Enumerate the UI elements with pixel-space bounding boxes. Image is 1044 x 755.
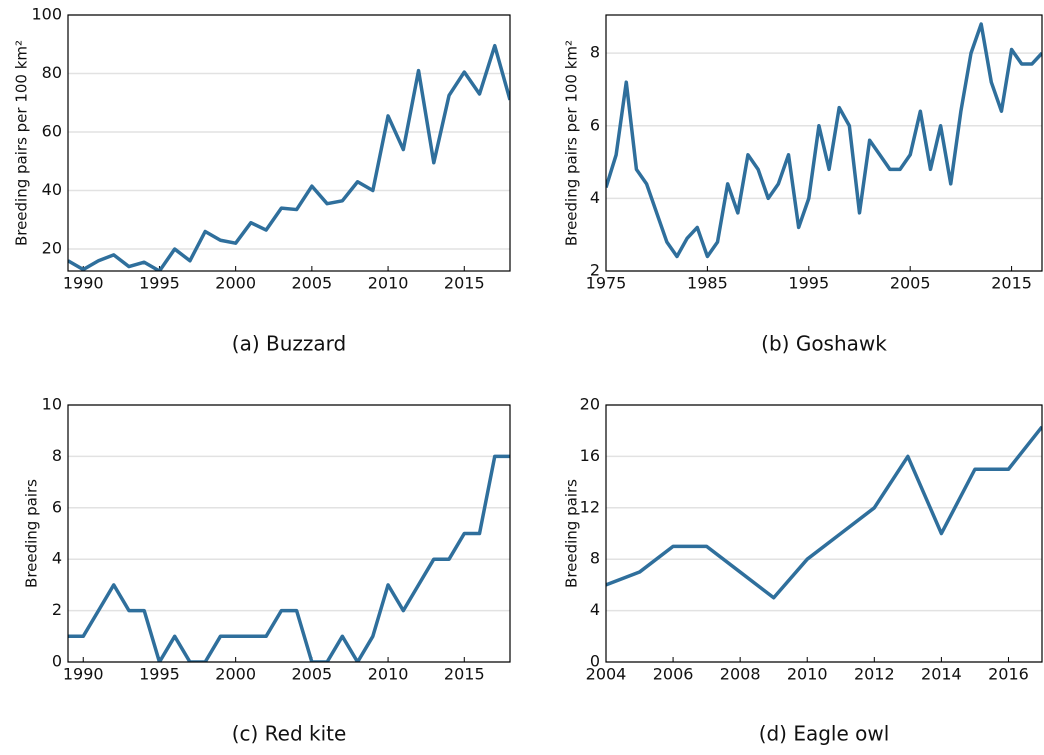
plot-frame — [67, 404, 511, 663]
caption: (b) Goshawk — [761, 332, 887, 356]
x-tick-label: 1995 — [139, 274, 180, 293]
y-tick-label: 8 — [52, 446, 62, 465]
plot-frame — [67, 14, 511, 272]
y-tick-label: 8 — [590, 549, 600, 568]
caption: (d) Eagle owl — [759, 722, 890, 746]
y-axis-label: Breeding pairs per 100 km² — [563, 40, 581, 246]
y-tick-label: 80 — [42, 63, 62, 82]
x-tick-label: 1995 — [788, 274, 829, 293]
y-tick-label: 2 — [590, 261, 600, 280]
y-tick-label: 10 — [42, 395, 62, 414]
y-tick-label: 8 — [590, 43, 600, 62]
x-tick-label: 2010 — [368, 665, 409, 684]
panel: 0 4 8 12 16 20 2004 2006 2008 2010 2012 2014 2016 Bre… — [563, 395, 1043, 746]
y-tick-label: 16 — [580, 446, 600, 465]
caption: (c) Red kite — [232, 722, 347, 746]
x-tick-label: 1995 — [139, 665, 180, 684]
y-tick-label: 6 — [590, 115, 600, 134]
x-tick-label: 2015 — [991, 274, 1032, 293]
x-tick-label: 1990 — [63, 665, 104, 684]
data-line — [68, 43, 510, 271]
x-tick-label: 1990 — [63, 274, 104, 293]
y-tick-label: 20 — [42, 239, 62, 258]
y-tick-label: 12 — [580, 497, 600, 516]
x-tick-label: 2008 — [720, 665, 761, 684]
y-tick-label: 4 — [590, 600, 600, 619]
x-tick-label: 2015 — [444, 274, 485, 293]
y-axis-label: Breeding pairs — [563, 479, 581, 588]
plot-frame — [605, 404, 1043, 663]
x-tick-label: 2016 — [988, 665, 1029, 684]
caption: (a) Buzzard — [232, 332, 346, 356]
data-line — [606, 425, 1042, 600]
x-tick-label: 2010 — [787, 665, 828, 684]
y-axis-label: Breeding pairs per 100 km² — [13, 40, 31, 246]
y-tick-label: 0 — [590, 652, 600, 671]
y-tick-label: 60 — [42, 122, 62, 141]
panel: 0 2 4 6 8 10 1990 1995 2000 2005 2010 2015 Breeding … — [23, 395, 511, 746]
x-tick-label: 1985 — [687, 274, 728, 293]
x-tick-label: 2014 — [921, 665, 962, 684]
y-tick-label: 4 — [590, 188, 600, 207]
x-tick-label: 2005 — [890, 274, 931, 293]
x-tick-label: 2006 — [653, 665, 694, 684]
x-tick-label: 2012 — [854, 665, 895, 684]
panel: 20 40 60 80 100 1990 1995 2000 2005 2010 2015 Breed… — [13, 5, 511, 356]
x-tick-label: 2004 — [586, 665, 627, 684]
x-tick-label: 2015 — [444, 665, 485, 684]
data-line — [606, 22, 1042, 259]
y-tick-label: 100 — [31, 5, 62, 24]
x-tick-label: 2005 — [292, 274, 333, 293]
x-tick-label: 2010 — [368, 274, 409, 293]
y-tick-label: 40 — [42, 180, 62, 199]
y-axis-label: Breeding pairs — [23, 479, 41, 588]
y-tick-label: 20 — [580, 395, 600, 414]
y-tick-label: 4 — [52, 549, 62, 568]
panel: 2 4 6 8 1975 1985 1995 2005 2015 Breeding pairs p… — [563, 14, 1043, 356]
x-tick-label: 2000 — [215, 274, 256, 293]
plot-frame — [605, 14, 1043, 272]
y-tick-label: 0 — [52, 652, 62, 671]
x-tick-label: 2005 — [292, 665, 333, 684]
y-tick-label: 6 — [52, 497, 62, 516]
x-tick-label: 2000 — [215, 665, 256, 684]
x-tick-label: 1975 — [586, 274, 627, 293]
y-tick-label: 2 — [52, 600, 62, 619]
data-line — [68, 454, 510, 662]
